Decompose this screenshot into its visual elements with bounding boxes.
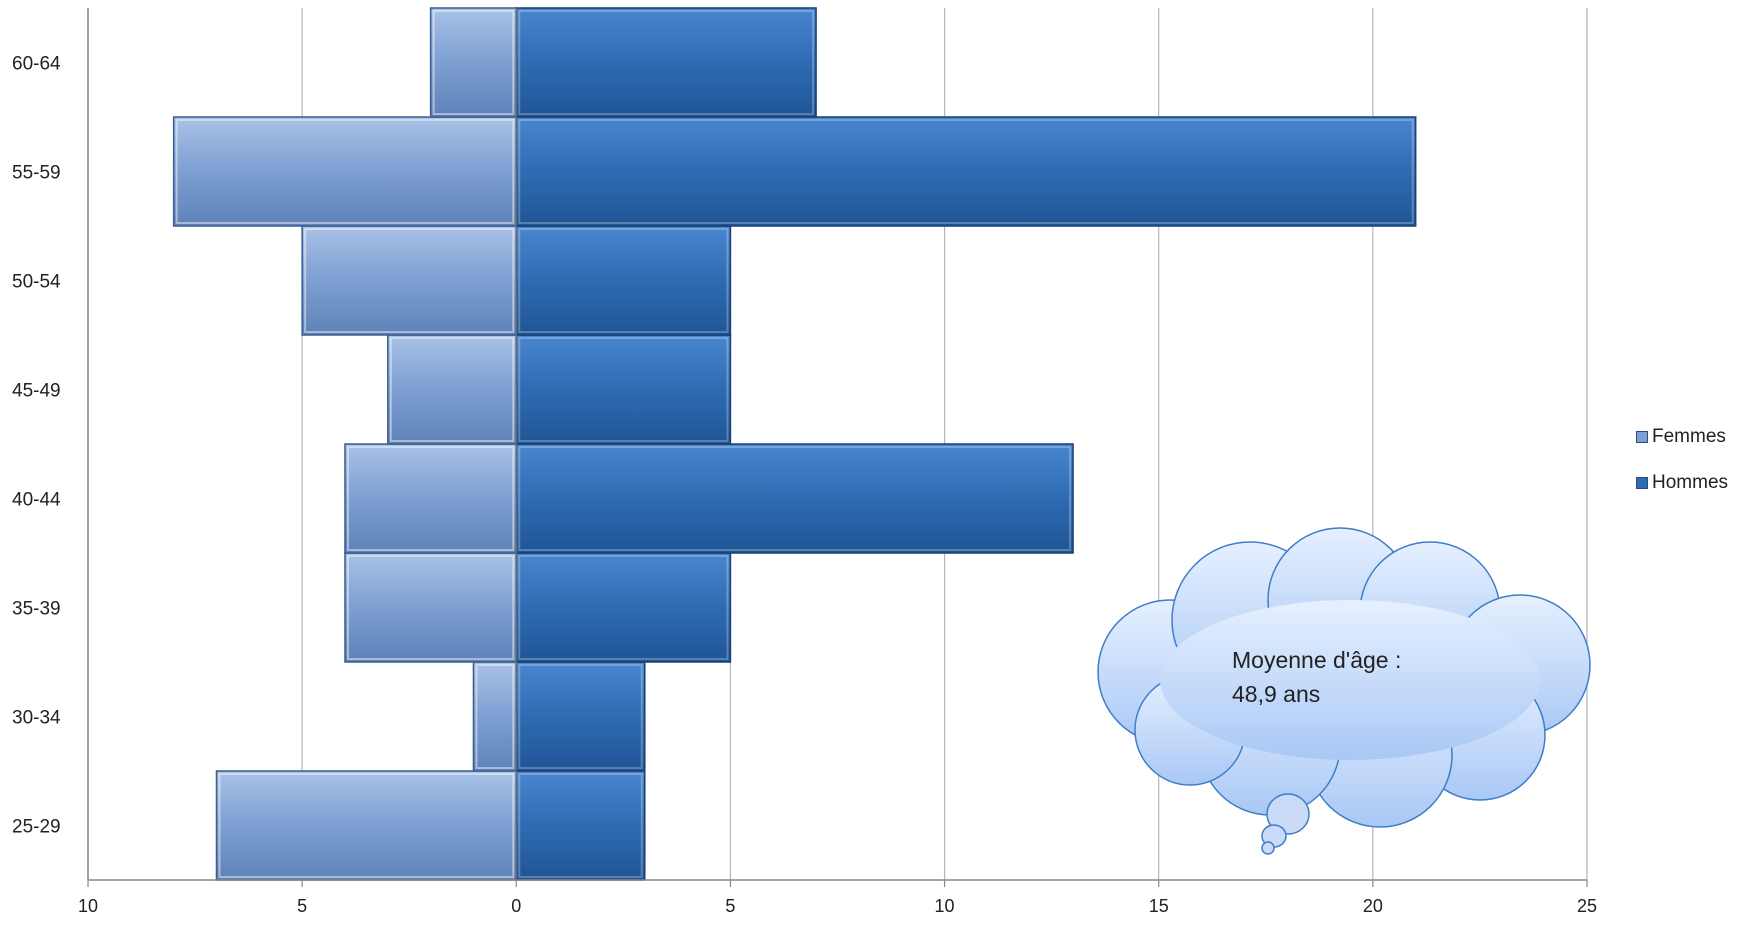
average-age-annotation: Moyenne d'âge : 48,9 ans	[1232, 643, 1401, 711]
bars	[172, 7, 1417, 881]
legend: Femmes Hommes	[1636, 426, 1728, 518]
y-category-label: 50-54	[12, 272, 61, 293]
x-tick-label: 15	[1149, 896, 1169, 916]
bar-hommes	[515, 225, 732, 336]
legend-swatch-hommes	[1636, 477, 1648, 489]
x-tick-label: 10	[78, 896, 98, 916]
legend-label-hommes: Hommes	[1652, 472, 1729, 493]
bar-hommes-bevel	[518, 10, 815, 115]
annotation-cloud	[1097, 527, 1591, 855]
axes: 10 5 0 5 10 15 20 25 25-29 30-34 35-39 40-44 45-49 50…	[12, 8, 1597, 916]
bar-femmes	[429, 7, 518, 118]
bar-hommes	[515, 770, 646, 881]
bar-hommes-bevel	[518, 228, 729, 333]
bar-hommes	[515, 7, 817, 118]
bar-femmes	[215, 770, 518, 881]
bar-femmes	[344, 443, 518, 554]
legend-item-femmes: Femmes	[1636, 426, 1728, 448]
bar-hommes	[515, 552, 732, 663]
bar-hommes	[515, 116, 1417, 227]
bar-femmes	[301, 225, 518, 336]
bar-femmes-bevel	[432, 10, 515, 115]
bar-femmes-bevel	[475, 664, 515, 769]
annotation-line-1: Moyenne d'âge :	[1232, 647, 1402, 673]
legend-label-femmes: Femmes	[1652, 426, 1726, 447]
x-tick-label: 5	[297, 896, 307, 916]
bar-hommes	[515, 661, 646, 772]
bar-hommes-bevel	[518, 773, 643, 878]
x-tick-label: 5	[725, 896, 735, 916]
bar-femmes-bevel	[218, 773, 515, 878]
legend-swatch-femmes	[1636, 431, 1648, 443]
y-category-label: 55-59	[12, 163, 61, 184]
x-tick-label: 10	[935, 896, 955, 916]
x-tick-label: 20	[1363, 896, 1383, 916]
bar-hommes-bevel	[518, 664, 643, 769]
annotation-line-2: 48,9 ans	[1232, 681, 1321, 707]
x-tick-label: 25	[1577, 896, 1597, 916]
y-category-label: 45-49	[12, 381, 61, 402]
y-category-label: 60-64	[12, 54, 61, 75]
bar-femmes-bevel	[304, 228, 515, 333]
legend-item-hommes: Hommes	[1636, 472, 1728, 494]
bar-femmes-bevel	[175, 119, 515, 224]
bar-femmes	[344, 552, 518, 663]
x-tick-label: 0	[511, 896, 521, 916]
bar-hommes-bevel	[518, 337, 729, 442]
bar-femmes	[387, 334, 518, 445]
bar-hommes-bevel	[518, 119, 1414, 224]
bar-femmes-bevel	[346, 555, 515, 660]
y-category-label: 30-34	[12, 708, 61, 729]
y-category-label: 35-39	[12, 599, 61, 620]
y-category-label: 25-29	[12, 817, 61, 838]
bar-femmes	[172, 116, 518, 227]
bar-hommes-bevel	[518, 446, 1072, 551]
bar-hommes	[515, 334, 732, 445]
y-category-label: 40-44	[12, 490, 61, 511]
bar-hommes	[515, 443, 1074, 554]
bar-femmes-bevel	[346, 446, 515, 551]
bar-femmes	[472, 661, 518, 772]
bar-hommes-bevel	[518, 555, 729, 660]
bar-femmes-bevel	[389, 337, 515, 442]
